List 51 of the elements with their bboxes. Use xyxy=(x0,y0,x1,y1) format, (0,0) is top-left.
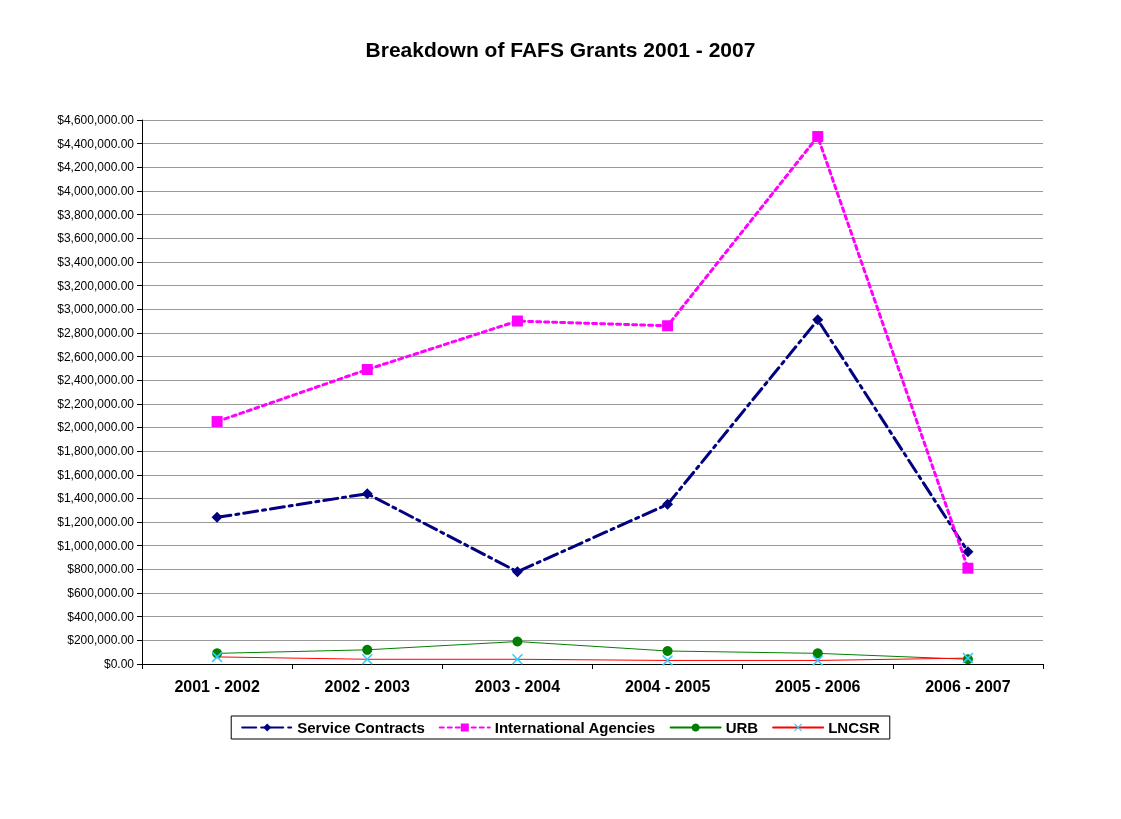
y-tick-label: $3,600,000.00 xyxy=(57,231,135,246)
point xyxy=(511,315,523,327)
y-tick-label: $4,000,000.00 xyxy=(57,183,135,198)
legend-label: Service Contracts xyxy=(297,719,425,736)
point xyxy=(211,416,223,428)
y-tick-label: $2,400,000.00 xyxy=(57,373,135,388)
y-tick-label: $2,000,000.00 xyxy=(57,420,135,435)
point xyxy=(662,320,674,332)
point xyxy=(362,644,373,655)
y-tick-label: $2,800,000.00 xyxy=(57,325,135,340)
x-tick-label: 2005 - 2006 xyxy=(775,677,861,695)
y-tick-label: $600,000.00 xyxy=(67,586,135,601)
point xyxy=(361,364,373,376)
point xyxy=(511,566,523,578)
point xyxy=(512,636,523,647)
chart-title: Breakdown of FAFS Grants 2001 - 2007 xyxy=(365,38,756,61)
point xyxy=(812,131,824,143)
y-tick-label: $1,200,000.00 xyxy=(57,515,135,530)
point xyxy=(662,645,673,656)
y-tick-label: $1,000,000.00 xyxy=(57,538,135,553)
y-tick-label: $800,000.00 xyxy=(67,562,135,577)
point xyxy=(812,648,823,659)
x-tick-label: 2001 - 2002 xyxy=(174,677,260,695)
y-tick-label: $1,800,000.00 xyxy=(57,444,135,459)
y-tick-label: $4,400,000.00 xyxy=(57,136,135,151)
y-tick-label: $4,600,000.00 xyxy=(57,113,135,127)
y-tick-label: $0.00 xyxy=(103,657,135,671)
x-tick-label: 2002 - 2003 xyxy=(324,677,411,695)
y-tick-label: $4,200,000.00 xyxy=(57,160,135,175)
point xyxy=(361,488,373,500)
y-tick-label: $400,000.00 xyxy=(67,609,135,624)
y-tick-label: $3,400,000.00 xyxy=(57,254,135,269)
y-tick-label: $3,000,000.00 xyxy=(57,302,135,317)
point xyxy=(962,562,974,574)
y-tick-label: $1,400,000.00 xyxy=(57,491,135,506)
y-tick-label: $3,800,000.00 xyxy=(57,207,135,222)
legend-label: LNCSR xyxy=(828,719,880,736)
y-tick-label: $3,200,000.00 xyxy=(57,278,135,293)
point xyxy=(662,498,674,510)
x-tick-label: 2003 - 2004 xyxy=(474,677,561,695)
y-tick-label: $1,600,000.00 xyxy=(57,467,135,482)
y-tick-label: $2,600,000.00 xyxy=(57,349,135,364)
x-tick-label: 2004 - 2005 xyxy=(624,677,711,695)
point xyxy=(812,314,824,326)
legend-label: URB xyxy=(725,719,759,736)
point xyxy=(962,546,974,558)
y-tick-label: $200,000.00 xyxy=(67,633,135,648)
y-tick-label: $2,200,000.00 xyxy=(57,396,135,411)
x-tick-label: 2006 - 2007 xyxy=(925,677,1011,695)
legend-label: International Agencies xyxy=(494,719,656,736)
point xyxy=(211,511,223,523)
